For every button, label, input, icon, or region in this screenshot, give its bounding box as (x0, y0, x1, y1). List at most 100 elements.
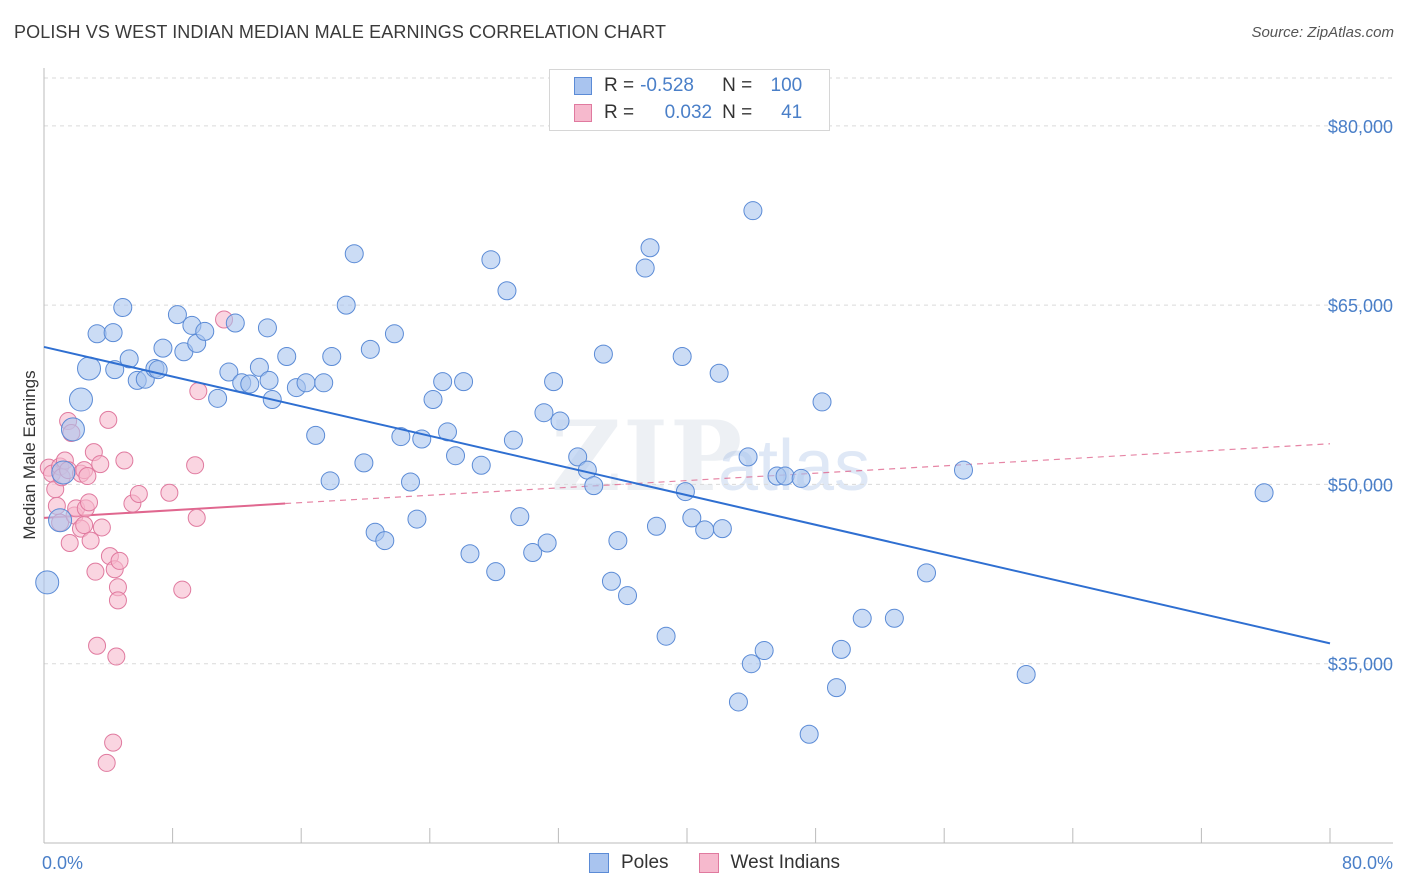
west-indians-point (186, 456, 205, 475)
poles-point (87, 324, 107, 344)
poles-trend-line (43, 345, 1331, 645)
poles-point (225, 313, 245, 333)
poles-point (601, 571, 621, 591)
west-indians-point (80, 493, 99, 512)
poles-swatch (589, 853, 609, 873)
legend-n-value: 41 (781, 102, 803, 123)
poles-point (754, 641, 774, 661)
poles-point (77, 356, 102, 381)
west-indians-point (78, 467, 97, 486)
poles-point (618, 586, 638, 606)
poles-point (503, 430, 523, 450)
poles-point (460, 544, 480, 564)
west-indians-point (187, 508, 206, 527)
west-indians-point (81, 531, 100, 550)
west-indians-swatch (698, 853, 719, 873)
legend-r-label: R = (604, 75, 635, 96)
poles-point (195, 321, 215, 341)
source-label: Source: ZipAtlas.com (1251, 24, 1394, 41)
poles-point (728, 692, 748, 712)
poles-point (375, 531, 395, 551)
poles-point (544, 372, 564, 392)
west-indians-point (88, 636, 107, 655)
poles-point (113, 298, 133, 317)
poles-point (481, 250, 501, 270)
west-indians-point (115, 451, 134, 470)
legend-row-west-indians: R = 0.032 N = 41 (574, 101, 802, 125)
west-indians-point (110, 551, 129, 570)
poles-point (635, 258, 655, 278)
poles-point (60, 417, 85, 442)
legend-r-label: R = (604, 102, 635, 123)
poles-point (799, 724, 819, 744)
poles-point (486, 562, 506, 582)
poles-point (401, 472, 421, 492)
west-indians-legend-label: West Indians (730, 852, 841, 873)
poles-point (791, 468, 811, 488)
west-indians-point (86, 562, 105, 581)
legend-row-poles: R = -0.528 N = 100 (574, 74, 802, 98)
poles-point (454, 372, 474, 392)
legend-n-label: N = (722, 75, 753, 96)
y-tick-label: $80,000 (1328, 117, 1393, 137)
legend-swatch-poles (574, 77, 592, 95)
poles-point (259, 370, 279, 390)
poles-point (391, 427, 411, 447)
x-tick-label: 80.0% (1342, 853, 1393, 873)
axes (43, 68, 1393, 844)
west-indians-trend-extension (285, 443, 1331, 505)
poles-point (68, 387, 93, 412)
tick-labels: $35,000 $50,000 $65,000 $80,000 0.0% 80.0% (42, 117, 1393, 873)
poles-point (433, 372, 453, 392)
poles-points (35, 201, 1274, 744)
west-indians-point (108, 591, 127, 610)
poles-point (407, 509, 427, 529)
west-indians-trend (43, 443, 1331, 519)
poles-point (249, 357, 269, 377)
poles-trend (43, 345, 1331, 645)
west-indians-point (60, 533, 79, 552)
poles-point (675, 482, 695, 502)
poles-point (167, 305, 187, 325)
legend-n-value: 100 (770, 75, 803, 96)
west-indians-point (173, 580, 192, 599)
y-tick-label: $50,000 (1328, 475, 1393, 495)
west-indians-point (91, 455, 110, 474)
poles-point (219, 362, 239, 382)
poles-point (35, 570, 60, 595)
poles-point (826, 678, 846, 698)
poles-point (709, 363, 729, 383)
poles-point (306, 425, 326, 445)
west-indians-point (97, 753, 116, 772)
poles-point (314, 373, 334, 393)
west-indians-point (107, 647, 126, 666)
legend-r-value: 0.032 (664, 102, 713, 123)
poles-point (812, 392, 832, 412)
poles-point (884, 608, 904, 628)
poles-point (550, 411, 570, 431)
west-indians-point (189, 382, 208, 401)
poles-point (510, 507, 530, 527)
poles-point (344, 244, 364, 264)
poles-point (852, 608, 872, 628)
poles-point (354, 453, 374, 473)
poles-point (48, 508, 73, 533)
poles-point (103, 323, 123, 343)
legend-n-label: N = (722, 102, 753, 123)
poles-point (322, 347, 342, 367)
watermark-atlas: atlas (718, 426, 871, 506)
poles-point (257, 318, 277, 338)
bottom-legend-poles[interactable]: Poles (589, 852, 669, 874)
poles-point (534, 403, 554, 423)
poles-point (423, 390, 443, 410)
y-axis-label: Median Male Earnings (20, 370, 39, 539)
poles-point (672, 347, 692, 367)
legend-r-value: -0.528 (640, 75, 694, 96)
poles-point (712, 519, 732, 539)
poles-point (51, 460, 76, 485)
poles-point (336, 295, 356, 315)
bottom-legend: Poles West Indians (589, 852, 870, 874)
poles-point (148, 360, 168, 380)
bottom-legend-west-indians[interactable]: West Indians (698, 852, 841, 874)
poles-point (584, 476, 604, 496)
